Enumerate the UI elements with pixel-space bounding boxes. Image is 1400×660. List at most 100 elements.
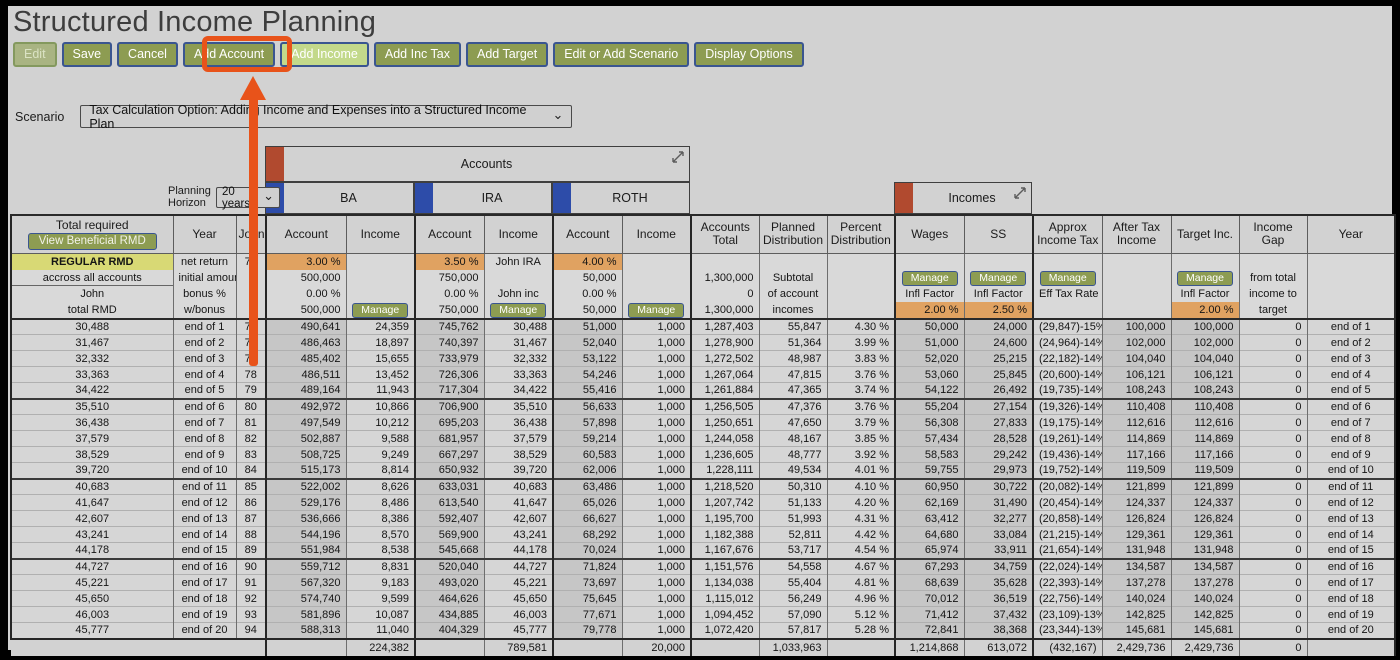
setup-cell-target-inc: Manage Infl Factor 2.00 % — [1170, 253, 1240, 320]
manage-button[interactable]: Manage — [901, 270, 958, 286]
setup-line-approx-income-tax: Eff Tax Rate — [1039, 287, 1099, 300]
cell-target-inc: 104,040 — [1170, 350, 1240, 367]
cell-total-required: 37,579 — [10, 430, 174, 447]
cell-wages: 72,841 — [894, 622, 965, 639]
cell-income-gap: 0 — [1238, 334, 1308, 351]
cell-ss: 27,154 — [963, 397, 1034, 415]
setup-cell-accounts-total: 1,300,000 0 1,300,000 — [690, 253, 760, 320]
total-roth-income: 20,000 — [621, 637, 692, 656]
cell-income-gap: 0 — [1238, 318, 1308, 335]
cell-target-inc: 117,166 — [1170, 446, 1240, 463]
accounts-group-header: Accounts — [265, 146, 690, 182]
cell-year: end of 18 — [172, 590, 237, 607]
cancel-button[interactable]: Cancel — [117, 42, 178, 67]
cell-roth-income: 1,000 — [621, 606, 692, 623]
cell-after-tax-income: 129,361 — [1101, 526, 1172, 543]
collapse-accounts-icon[interactable] — [671, 150, 685, 164]
cell-approx-income-tax: (24,964)-14% — [1032, 334, 1103, 351]
setup-line-year: net return — [180, 255, 229, 268]
header-ba-income: Income — [345, 214, 416, 254]
scenario-label: Scenario — [15, 109, 65, 124]
cell-percent-distribution: 5.12 % — [826, 606, 896, 623]
collapse-incomes-icon[interactable] — [1013, 186, 1027, 200]
page-title: Structured Income Planning — [13, 6, 377, 38]
manage-button[interactable]: Manage — [490, 302, 547, 317]
add-inc-tax-button[interactable]: Add Inc Tax — [373, 42, 461, 67]
manage-button[interactable]: Manage — [970, 270, 1027, 286]
setup-line-ba-account: 0.00 % — [306, 287, 341, 300]
cell-accounts-total: 1,261,884 — [690, 382, 760, 399]
cell-ba-income: 10,866 — [345, 397, 416, 415]
setup-line-accounts-total — [693, 254, 758, 270]
cell-year-2: end of 6 — [1306, 397, 1396, 415]
cell-accounts-total: 1,236,605 — [690, 446, 760, 463]
add-account-button[interactable]: Add Account — [182, 42, 276, 67]
display-options-button[interactable]: Display Options — [694, 42, 804, 67]
cell-planned-distribution: 51,133 — [758, 494, 828, 511]
planning-horizon-select[interactable]: 20 years ⌄ — [216, 186, 280, 210]
cell-after-tax-income: 110,408 — [1101, 397, 1172, 415]
cell-john: 80 — [235, 397, 267, 415]
cell-percent-distribution: 4.10 % — [826, 477, 896, 495]
manage-button[interactable]: Manage — [1039, 270, 1096, 286]
cell-wages: 67,293 — [894, 557, 965, 575]
cell-percent-distribution: 4.81 % — [826, 574, 896, 591]
cell-ss: 35,628 — [963, 574, 1034, 591]
cell-total-required: 31,467 — [10, 334, 174, 351]
cell-roth-income: 1,000 — [621, 366, 692, 383]
ira-color-block — [415, 183, 433, 213]
cell-ss: 30,722 — [963, 477, 1034, 495]
setup-line-john: 75 — [244, 255, 257, 268]
cell-ba-income: 10,087 — [345, 606, 416, 623]
view-beneficial-rmd-button[interactable]: View Beneficial RMD — [27, 232, 157, 250]
cell-income-gap: 0 — [1238, 557, 1308, 575]
cell-income-gap: 0 — [1238, 382, 1308, 399]
edit-button[interactable]: Edit — [13, 42, 57, 67]
cell-percent-distribution: 4.20 % — [826, 494, 896, 511]
setup-line-ba-income — [347, 254, 414, 270]
manage-button[interactable]: Manage — [352, 302, 409, 317]
setup-cell-roth-income: Manage — [621, 253, 692, 320]
edit-or-add-scenario-button[interactable]: Edit or Add Scenario — [553, 42, 690, 67]
cell-ba-account: 486,511 — [265, 366, 347, 383]
header-label-ss: SS — [990, 226, 1007, 241]
cell-year-2: end of 12 — [1306, 494, 1396, 511]
setup-cell-approx-income-tax: Manage Eff Tax Rate — [1032, 253, 1103, 320]
setup-line-approx-income-tax: Manage — [1035, 270, 1101, 286]
cell-total-required: 30,488 — [10, 318, 174, 335]
add-income-button[interactable]: Add Income — [280, 42, 369, 67]
cell-ira-income: 30,488 — [483, 318, 554, 335]
save-button[interactable]: Save — [61, 42, 113, 67]
scenario-select-value: Tax Calculation Option: Adding Income an… — [89, 102, 527, 131]
cell-ira-account: 493,020 — [414, 574, 485, 591]
manage-button[interactable]: Manage — [1177, 270, 1233, 286]
cell-roth-account: 73,697 — [552, 574, 623, 591]
setup-line-target-inc: 2.00 % — [1172, 301, 1238, 317]
header-label-ba-account: Account — [284, 226, 328, 241]
cell-planned-distribution: 48,987 — [758, 350, 828, 367]
cell-income-gap: 0 — [1238, 462, 1308, 479]
header-year-2: Year — [1306, 214, 1396, 254]
scenario-select[interactable]: Tax Calculation Option: Adding Income an… — [80, 102, 573, 131]
header-label-ba-income: Income — [360, 226, 400, 241]
cell-roth-account: 52,040 — [552, 334, 623, 351]
add-target-button[interactable]: Add Target — [465, 42, 549, 67]
cell-income-gap: 0 — [1238, 590, 1308, 607]
cell-approx-income-tax: (21,654)-14% — [1032, 542, 1103, 559]
setup-cell-percent-distribution — [826, 253, 896, 320]
cell-percent-distribution: 3.99 % — [826, 334, 896, 351]
cell-income-gap: 0 — [1238, 622, 1308, 639]
cell-year: end of 16 — [172, 557, 237, 575]
cell-wages: 65,974 — [894, 542, 965, 559]
cell-after-tax-income: 121,899 — [1101, 477, 1172, 495]
cell-percent-distribution: 5.28 % — [826, 622, 896, 639]
cell-roth-account: 57,898 — [552, 414, 623, 431]
manage-button[interactable]: Manage — [628, 302, 685, 317]
cell-ss: 37,432 — [963, 606, 1034, 623]
cell-income-gap: 0 — [1238, 446, 1308, 463]
cell-total-required: 34,422 — [10, 382, 174, 399]
header-label-planned-distribution: Planned Distribution — [762, 220, 824, 248]
cell-year: end of 14 — [172, 526, 237, 543]
setup-line-ba-income — [347, 286, 414, 302]
cell-target-inc: 131,948 — [1170, 542, 1240, 559]
